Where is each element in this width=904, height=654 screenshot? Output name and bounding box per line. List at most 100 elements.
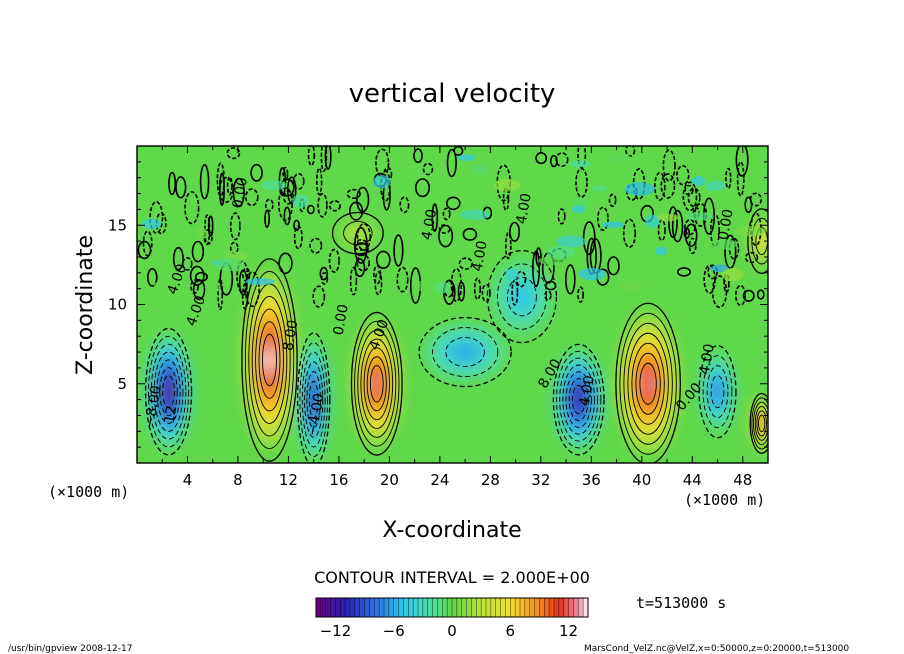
contour-ring: [747, 208, 768, 274]
colorbar-cell: [422, 598, 429, 617]
noise-contour: [245, 188, 259, 207]
noise-patch: [205, 280, 221, 293]
contour-ring: [619, 312, 677, 455]
colorbar-cell: [505, 598, 511, 617]
noise-contour: [149, 200, 164, 234]
x-tick-label: 48: [733, 471, 752, 489]
contour-ring: [360, 338, 394, 429]
noise-patch: [571, 205, 586, 214]
contour-ring: [147, 335, 190, 448]
noise-patch: [654, 246, 668, 256]
x-tick-label: 16: [329, 471, 348, 489]
noise-contour: [445, 196, 461, 211]
colorbar-cell: [520, 598, 526, 617]
colorbar-tick-label: 12: [559, 622, 578, 640]
x-tick-label: 44: [683, 471, 702, 489]
field-blob-layer: [143, 208, 768, 463]
noise-contour: [446, 148, 457, 178]
contour-ring: [241, 258, 298, 462]
contour-ring: [559, 357, 599, 442]
contour-label: 4.00: [697, 343, 718, 376]
noise-contour: [375, 148, 390, 178]
noise-contour: [625, 146, 636, 157]
noise-contour: [473, 277, 482, 301]
noise-patch: [616, 281, 644, 292]
contour-ring: [751, 397, 768, 450]
contour-ring: [299, 342, 328, 458]
noise-contour: [687, 187, 701, 208]
noise-contour: [226, 147, 241, 160]
noise-contour: [682, 181, 698, 212]
noise-patch: [457, 154, 476, 162]
noise-contour: [190, 279, 199, 294]
colorbar-cell: [461, 598, 467, 617]
field-blobs: [143, 208, 768, 463]
colorbar-cell: [495, 598, 501, 617]
contour-ring: [258, 321, 281, 399]
noise-patch: [471, 164, 489, 174]
contour-ring: [244, 270, 295, 450]
noise-patch: [734, 225, 766, 237]
contour-ring: [156, 359, 181, 424]
noise-contour: [557, 208, 566, 225]
contour-ring: [306, 371, 321, 429]
noise-contour: [457, 281, 466, 302]
contour-ring: [565, 371, 592, 428]
footer-right: MarsCond_VelZ.nc@VelZ,x=0:50000,z=0:2000…: [584, 644, 849, 654]
noise-contour: [735, 146, 749, 177]
noise-contour: [688, 237, 697, 255]
noise-contour: [182, 256, 193, 271]
noise-contour: [502, 187, 510, 211]
noise-contour: [608, 193, 617, 208]
noise-contour: [328, 248, 340, 273]
contour-ring: [308, 380, 319, 419]
noise-contour: [399, 196, 410, 214]
noise-contour: [194, 271, 208, 282]
noise-contour: [728, 237, 740, 260]
contour-ring: [262, 333, 277, 387]
x-tick-label: 32: [531, 471, 550, 489]
colorbar-cell: [403, 598, 409, 617]
x-tick-label: 20: [380, 471, 399, 489]
noise-contour: [575, 167, 588, 198]
colorbar-cell: [384, 598, 390, 617]
noise-patch: [460, 209, 490, 220]
x-unit-right: (×1000 m): [684, 491, 765, 509]
colorbar-cell: [437, 598, 443, 617]
noise-contour: [734, 284, 746, 307]
noise-contour: [306, 204, 315, 215]
contour-ring: [301, 351, 326, 448]
noise-contour: [544, 290, 552, 301]
noise-patch: [505, 268, 519, 281]
time-label: t=513000 s: [636, 594, 726, 612]
noise-contour: [307, 146, 316, 166]
contour-ring: [702, 355, 733, 429]
colorbar-cell: [486, 598, 492, 617]
colorbar-cell: [549, 598, 555, 617]
noise-contour: [346, 188, 361, 199]
contour-label: 0.00: [716, 208, 737, 241]
noise-patch: [721, 267, 744, 282]
noise-contour: [278, 252, 293, 275]
noise-contour: [676, 165, 690, 186]
noise-contour: [555, 152, 569, 167]
colorbar-cell: [350, 598, 356, 617]
chart-title: vertical velocity: [349, 79, 556, 109]
noise-contour: [676, 267, 691, 277]
noise-contour: [577, 146, 587, 169]
noise-patch: [153, 280, 184, 289]
colorbar-tick-label: 0: [447, 622, 457, 640]
colorbar-cell: [408, 598, 414, 617]
noise-patch: [656, 213, 680, 222]
colorbar-cell: [359, 598, 365, 617]
contour-ring: [556, 350, 602, 449]
noise-contour: [742, 289, 755, 302]
colorbar-cell: [427, 598, 433, 617]
field-level: [713, 382, 722, 401]
noise-contour: [172, 246, 184, 271]
noise-contour: [422, 162, 434, 176]
noise-contour: [564, 264, 576, 295]
noise-contour: [250, 163, 263, 182]
colorbar-cell: [432, 598, 438, 617]
noise-contour: [749, 192, 762, 207]
